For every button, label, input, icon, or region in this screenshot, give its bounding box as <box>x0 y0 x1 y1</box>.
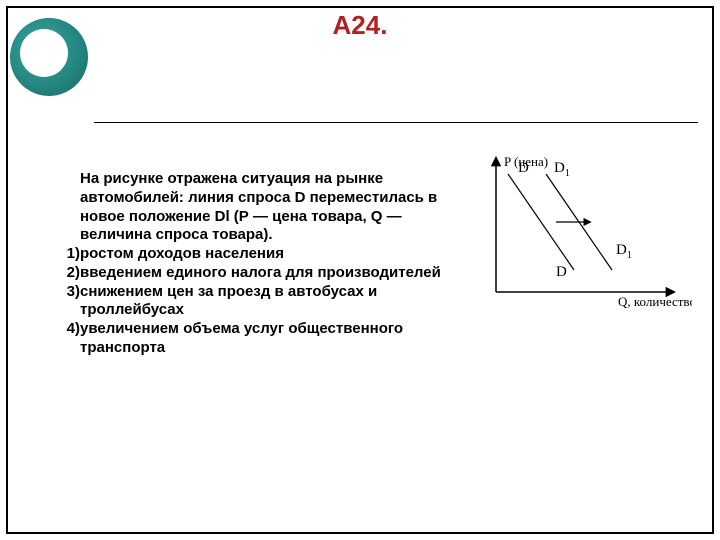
option-number: 3) <box>58 283 80 321</box>
title-text: А24. <box>333 10 388 40</box>
option-number: 1) <box>58 245 80 264</box>
option-2: 2) введением единого налога для производ… <box>58 264 468 283</box>
title-divider <box>94 122 698 123</box>
option-number: 4) <box>58 320 80 358</box>
d1-label-bottom: D1 <box>616 242 632 261</box>
option-number: 2) <box>58 264 80 283</box>
x-axis-label: Q, количество <box>618 294 692 309</box>
option-text: ростом доходов населения <box>80 245 468 264</box>
d-label-bottom: D <box>556 264 567 280</box>
option-4: 4) увеличением объема услуг общественног… <box>58 320 468 358</box>
d-label-top: D <box>518 160 529 176</box>
option-text: снижением цен за проезд в автобусах и тр… <box>80 283 468 321</box>
demand-chart: P (цена) Q, количество D D1 D D1 <box>478 152 692 322</box>
option-1: 1) ростом доходов населения <box>58 245 468 264</box>
question-block: На рисунке отражена ситуация на рынке ав… <box>58 170 468 358</box>
options-list: 1) ростом доходов населения 2) введением… <box>58 245 468 358</box>
option-3: 3) снижением цен за проезд в автобусах и… <box>58 283 468 321</box>
slide-title: А24. <box>0 10 720 41</box>
question-intro: На рисунке отражена ситуация на рынке ав… <box>80 170 468 245</box>
d1-label-top: D1 <box>554 160 570 179</box>
option-text: введением единого налога для производите… <box>80 264 468 283</box>
chart-svg: P (цена) Q, количество D D1 D D1 <box>478 152 692 322</box>
option-text: увеличением объема услуг общественного т… <box>80 320 468 358</box>
